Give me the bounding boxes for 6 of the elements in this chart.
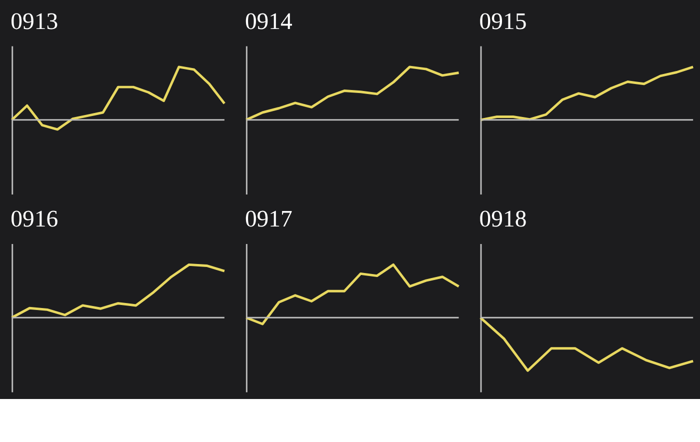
chart-title: 0917 <box>244 206 293 233</box>
chart-title: 0918 <box>479 206 527 233</box>
chart-title: 0915 <box>479 8 527 35</box>
chart-title: 0916 <box>10 206 58 233</box>
chart-title: 0913 <box>10 8 58 35</box>
chart-title: 0914 <box>244 8 293 35</box>
